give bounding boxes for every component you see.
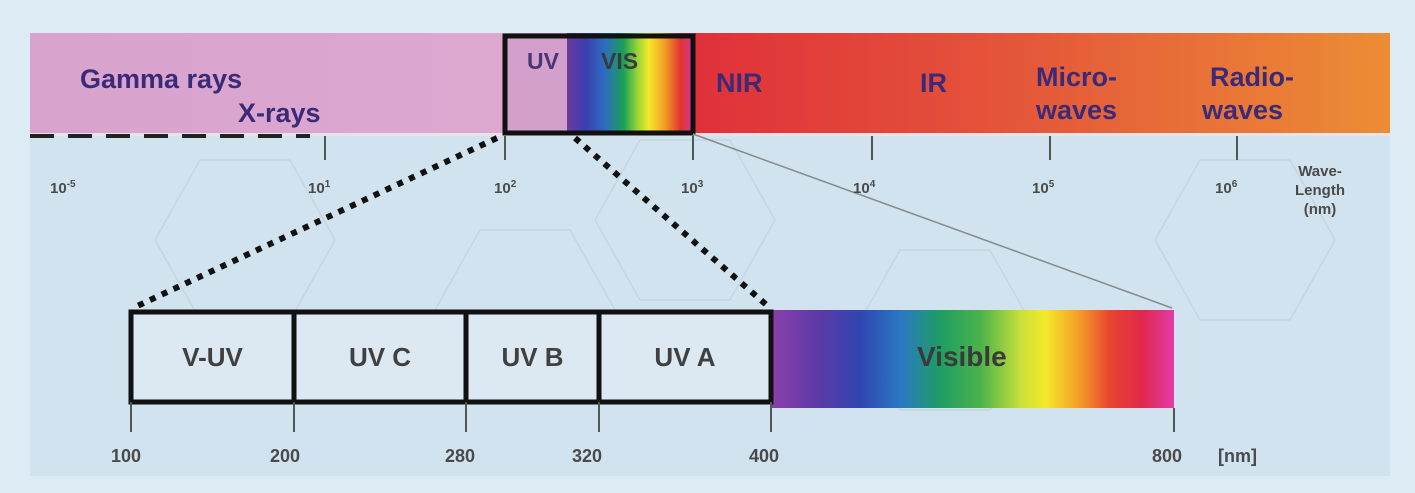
gamma-rays-label: Gamma rays bbox=[80, 64, 243, 94]
visible-label: Visible bbox=[917, 341, 1007, 372]
wavelength-unit-label: Wave- Length (nm) bbox=[1295, 163, 1345, 218]
microwaves-label-line2: waves bbox=[1036, 95, 1118, 125]
tick-label-1e1: 101 bbox=[308, 179, 331, 197]
nm-label-400: 400 bbox=[749, 446, 780, 466]
tick-label-1e3: 103 bbox=[681, 179, 704, 197]
zoom-line-middle bbox=[573, 135, 772, 311]
zoom-line-left bbox=[131, 135, 499, 311]
uv-vis-highlight-box bbox=[502, 33, 696, 136]
tick-label-1e-5: 10-5 bbox=[50, 179, 76, 197]
tick-label-1e5: 105 bbox=[1032, 179, 1055, 197]
microwaves-label-line1: Micro- bbox=[1036, 62, 1117, 92]
radiowaves-label-line1: Radio- bbox=[1210, 62, 1294, 92]
nm-label-320: 320 bbox=[572, 446, 603, 466]
nm-label-100: 100 bbox=[111, 446, 142, 466]
x-rays-label: X-rays bbox=[238, 98, 321, 128]
uv-band bbox=[505, 33, 567, 133]
vis-label: VIS bbox=[601, 48, 639, 74]
top-tick-marks bbox=[324, 136, 1238, 160]
zoom-line-right bbox=[692, 133, 1173, 309]
infrared-radio-band bbox=[693, 33, 1390, 133]
ir-label: IR bbox=[920, 68, 947, 98]
band-bottom-edge bbox=[30, 133, 1390, 136]
radiowaves-label-line2: waves bbox=[1202, 95, 1284, 125]
nm-label-200: 200 bbox=[270, 446, 301, 466]
visible-box bbox=[772, 310, 1174, 408]
uva-label: UV A bbox=[654, 342, 716, 372]
bottom-tick-marks bbox=[130, 402, 1175, 432]
vuv-label: V-UV bbox=[182, 342, 243, 372]
uv-boxes bbox=[128, 309, 774, 405]
nm-label-280: 280 bbox=[445, 446, 476, 466]
tick-label-1e6: 106 bbox=[1215, 179, 1238, 197]
tick-label-1e4: 104 bbox=[853, 179, 876, 197]
uvb-label: UV B bbox=[501, 342, 564, 372]
nm-label-800: 800 bbox=[1152, 446, 1183, 466]
nm-unit-label: [nm] bbox=[1218, 446, 1257, 466]
visible-band-top bbox=[567, 33, 693, 133]
nir-label: NIR bbox=[716, 68, 763, 98]
uv-label: UV bbox=[527, 48, 559, 74]
tick-label-1e2: 102 bbox=[494, 179, 517, 197]
gamma-xray-band bbox=[30, 33, 505, 133]
uvc-label: UV C bbox=[348, 342, 412, 372]
